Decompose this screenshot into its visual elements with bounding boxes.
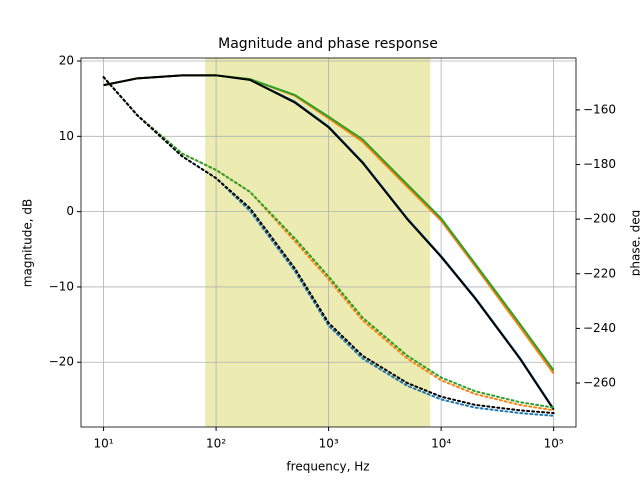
y2-tick-label: −180 <box>583 157 616 171</box>
x-tick-label: 10³ <box>319 437 339 451</box>
phase-line <box>102 76 555 409</box>
y-tick-label: 10 <box>59 129 74 143</box>
y2-axis-label: phase, deg <box>629 210 640 276</box>
x-tick-label: 10⁴ <box>431 437 451 451</box>
y-tick-label: −20 <box>49 355 74 369</box>
y2-tick-label: −220 <box>583 266 616 280</box>
y-axis-label: magnitude, dB <box>21 199 35 287</box>
x-tick-label: 10¹ <box>94 437 114 451</box>
phase-line <box>102 76 555 415</box>
y2-tick-label: −200 <box>583 212 616 226</box>
magnitude-line <box>103 74 555 411</box>
chart-title: Magnitude and phase response <box>218 36 438 52</box>
x-tick-label: 10⁵ <box>544 437 564 451</box>
y-tick-label: 0 <box>66 204 74 218</box>
y2-tick-label: −160 <box>583 102 616 116</box>
y2-tick-label: −240 <box>583 321 616 335</box>
x-axis-label: frequency, Hz <box>286 460 369 474</box>
y-tick-label: 20 <box>59 54 74 68</box>
plot-frame <box>80 57 577 428</box>
y2-tick-label: −260 <box>583 376 616 390</box>
x-tick-label: 10² <box>206 437 226 451</box>
y-tick-label: −10 <box>49 279 74 293</box>
highlight-span <box>205 58 431 427</box>
